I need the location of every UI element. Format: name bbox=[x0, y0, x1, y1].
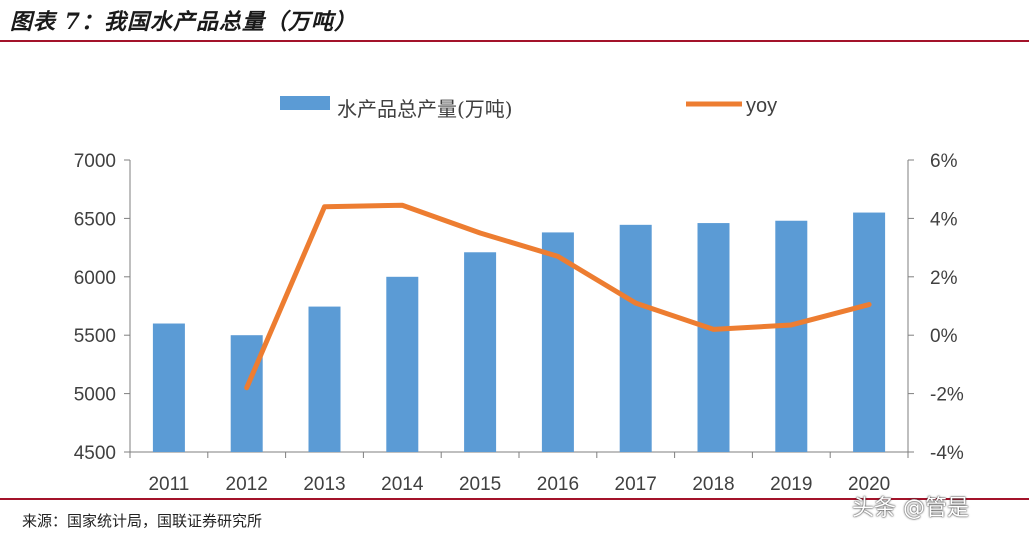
right-tick-label: -4% bbox=[930, 443, 964, 464]
yoy-point bbox=[479, 232, 481, 234]
source-note: 来源：国家统计局，国联证券研究所 bbox=[22, 512, 263, 530]
bar bbox=[541, 232, 574, 452]
x-tick-label: 2019 bbox=[770, 474, 812, 495]
right-tick-label: 2% bbox=[930, 268, 958, 289]
bar bbox=[697, 223, 730, 452]
bar bbox=[853, 212, 886, 452]
bar bbox=[308, 306, 341, 452]
legend-label-bar: 水产品总产量(万吨) bbox=[337, 97, 513, 121]
left-tick-label: 6000 bbox=[74, 268, 116, 289]
left-tick-label: 7000 bbox=[74, 151, 116, 172]
bar bbox=[230, 335, 263, 452]
bar bbox=[775, 220, 808, 452]
x-tick-label: 2011 bbox=[148, 474, 189, 495]
x-tick-label: 2013 bbox=[303, 474, 345, 495]
right-tick-label: -2% bbox=[930, 385, 964, 406]
right-tick-label: 0% bbox=[930, 326, 958, 347]
yoy-point bbox=[401, 204, 403, 206]
bar bbox=[386, 276, 419, 452]
watermark: 头条 @管是 bbox=[852, 496, 969, 521]
right-tick-label: 6% bbox=[930, 151, 958, 172]
yoy-point bbox=[635, 302, 637, 304]
bottom-rule bbox=[0, 498, 1029, 500]
left-tick-label: 5000 bbox=[74, 385, 116, 406]
yoy-point bbox=[324, 206, 325, 208]
right-tick-label: 4% bbox=[930, 209, 958, 230]
legend-label-line: yoy bbox=[746, 95, 777, 117]
x-tick-label: 2014 bbox=[381, 474, 424, 495]
x-tick-label: 2016 bbox=[537, 474, 579, 495]
x-tick-label: 2018 bbox=[692, 474, 734, 495]
x-tick-label: 2015 bbox=[459, 474, 501, 495]
legend-swatch-bar bbox=[280, 96, 330, 110]
yoy-point bbox=[557, 255, 559, 257]
left-tick-label: 5500 bbox=[74, 326, 116, 347]
top-rule bbox=[0, 40, 1029, 42]
bar bbox=[619, 224, 652, 452]
figure-title: 图表 7：我国水产品总量（万吨） bbox=[10, 9, 357, 35]
yoy-point bbox=[868, 304, 870, 306]
left-tick-label: 4500 bbox=[74, 443, 116, 464]
bar bbox=[152, 323, 185, 452]
x-tick-label: 2012 bbox=[226, 474, 268, 495]
left-tick-label: 6500 bbox=[74, 209, 116, 230]
yoy-point bbox=[790, 324, 792, 326]
yoy-point bbox=[713, 328, 714, 330]
x-tick-label: 2020 bbox=[848, 474, 890, 495]
bar bbox=[464, 252, 497, 452]
yoy-point bbox=[246, 387, 248, 389]
x-tick-label: 2017 bbox=[615, 474, 657, 495]
